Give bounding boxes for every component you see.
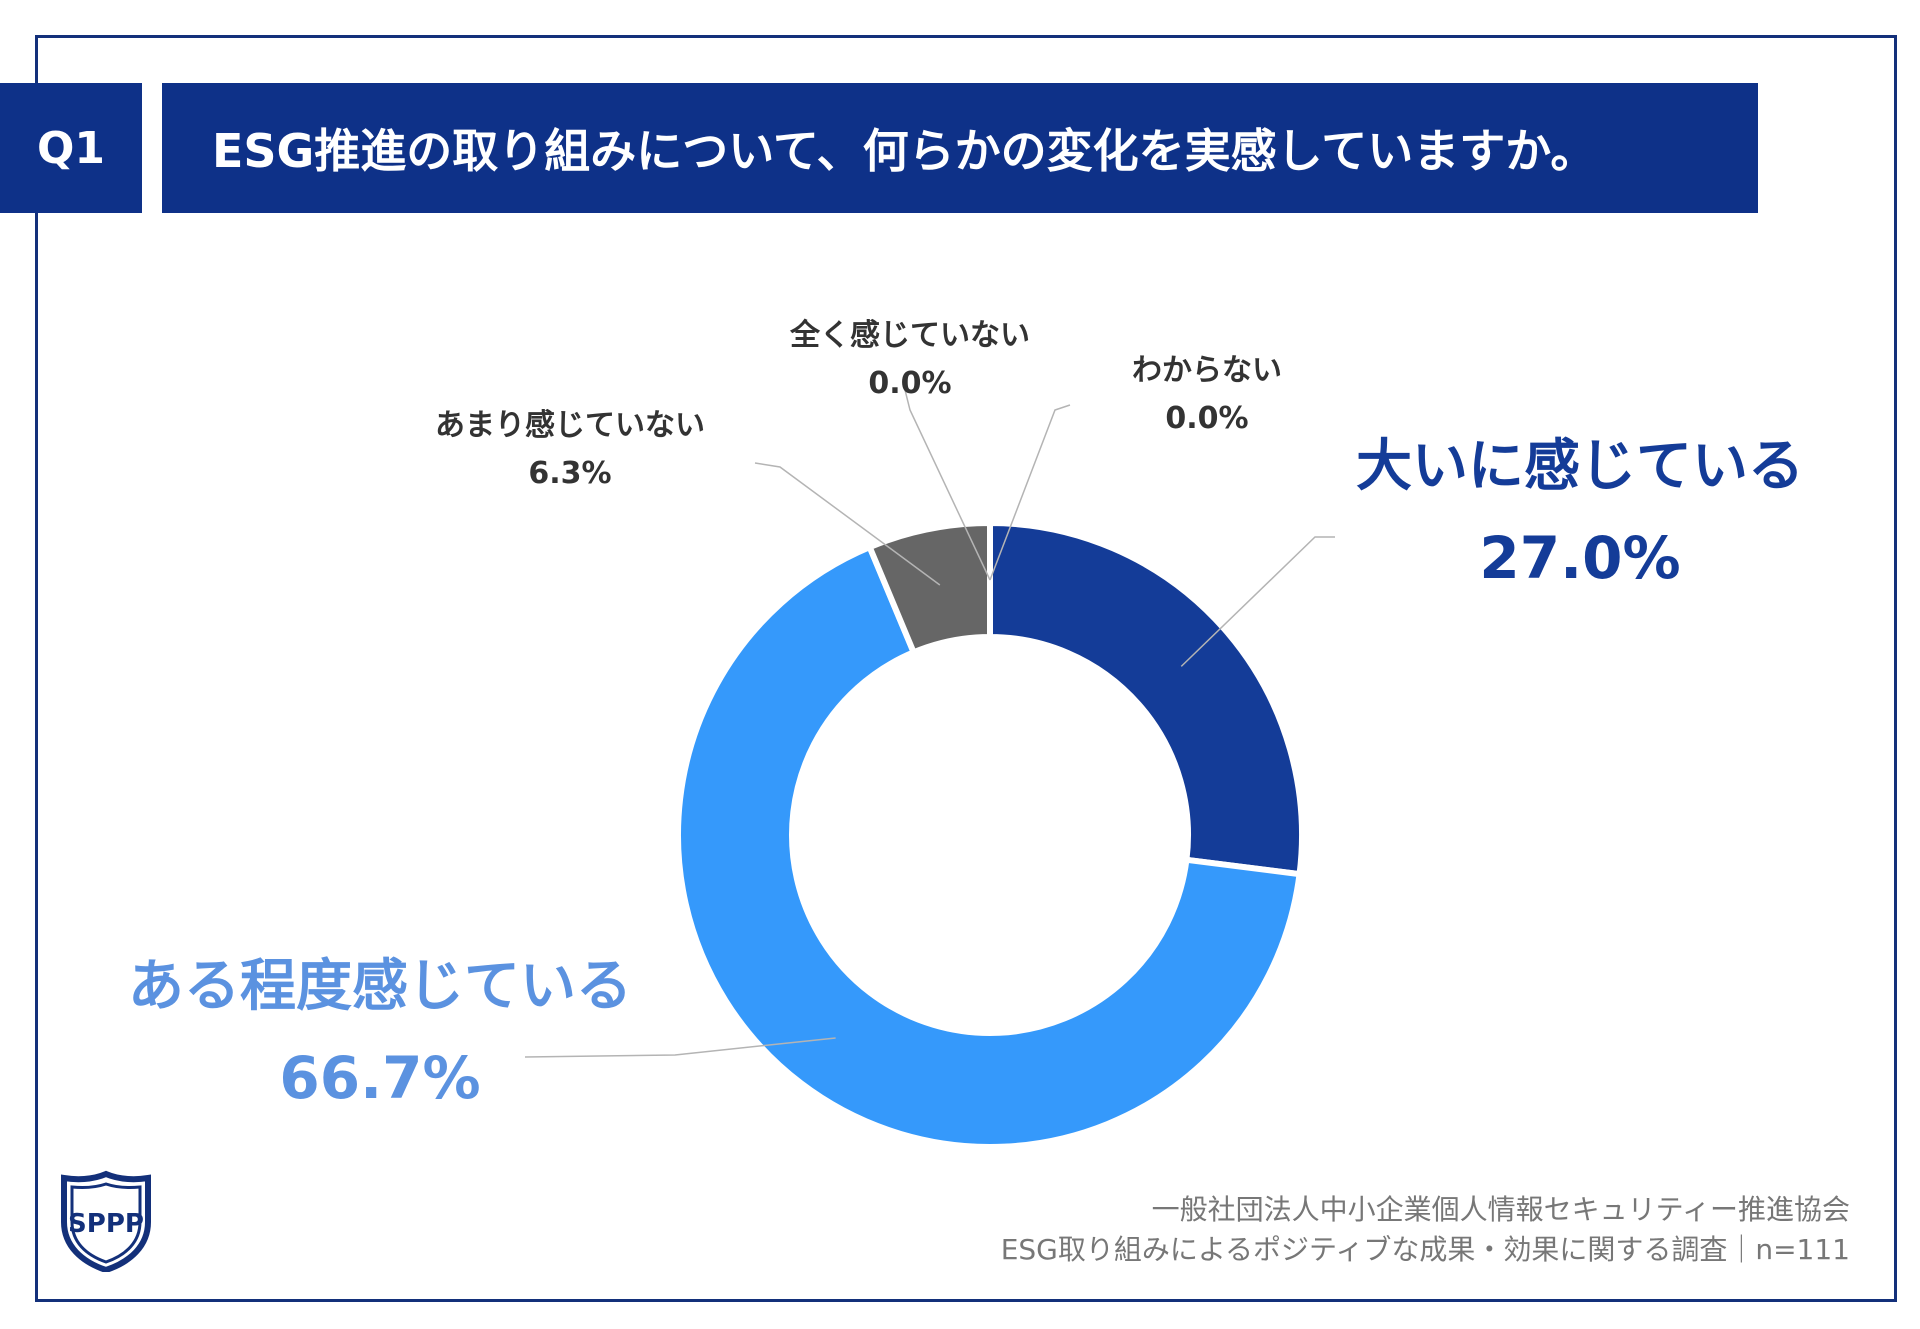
spp-shield-logo-icon: SPPP bbox=[61, 1170, 151, 1272]
slice-4-label: 全く感じていない bbox=[789, 318, 1030, 353]
chart-title: ESG推進の取り組みについて、何らかの変化を実感していますか。 bbox=[162, 83, 1758, 213]
slice-2-value-label: 66.7% bbox=[279, 1044, 480, 1112]
chart-frame bbox=[35, 35, 1897, 1302]
slice-2-label: ある程度感じている bbox=[128, 954, 632, 1019]
slice-1 bbox=[987, 519, 1305, 878]
source-org: 一般社団法人中小企業個人情報セキュリティー推進協会 bbox=[1151, 1193, 1850, 1226]
slice-5-leader-line bbox=[989, 404, 1071, 581]
slice-5-label: わからない bbox=[1132, 353, 1282, 388]
slice-3-label: あまり感じていない bbox=[435, 408, 705, 443]
question-number: Q1 bbox=[0, 83, 142, 213]
slice-1-leader-line bbox=[1180, 536, 1335, 667]
slice-1-value-label: 27.0% bbox=[1479, 524, 1680, 592]
source-survey: ESG取り組みによるポジティブな成果・効果に関する調査｜n=111 bbox=[1000, 1233, 1850, 1266]
slice-2-leader-line bbox=[524, 1037, 836, 1058]
source-note: 一般社団法人中小企業個人情報セキュリティー推進協会 ESG取り組みによるポジティ… bbox=[1001, 1190, 1850, 1270]
svg-text:SPPP: SPPP bbox=[68, 1209, 144, 1239]
slice-3-leader-line bbox=[754, 462, 941, 586]
slice-4-value-label: 0.0% bbox=[868, 366, 951, 401]
slice-3-value-label: 6.3% bbox=[528, 456, 611, 491]
slice-4-leader-line bbox=[904, 389, 991, 581]
slice-1-label: 大いに感じている bbox=[1356, 434, 1804, 499]
slice-5-value-label: 0.0% bbox=[1165, 401, 1248, 436]
slice-2 bbox=[675, 543, 1303, 1150]
